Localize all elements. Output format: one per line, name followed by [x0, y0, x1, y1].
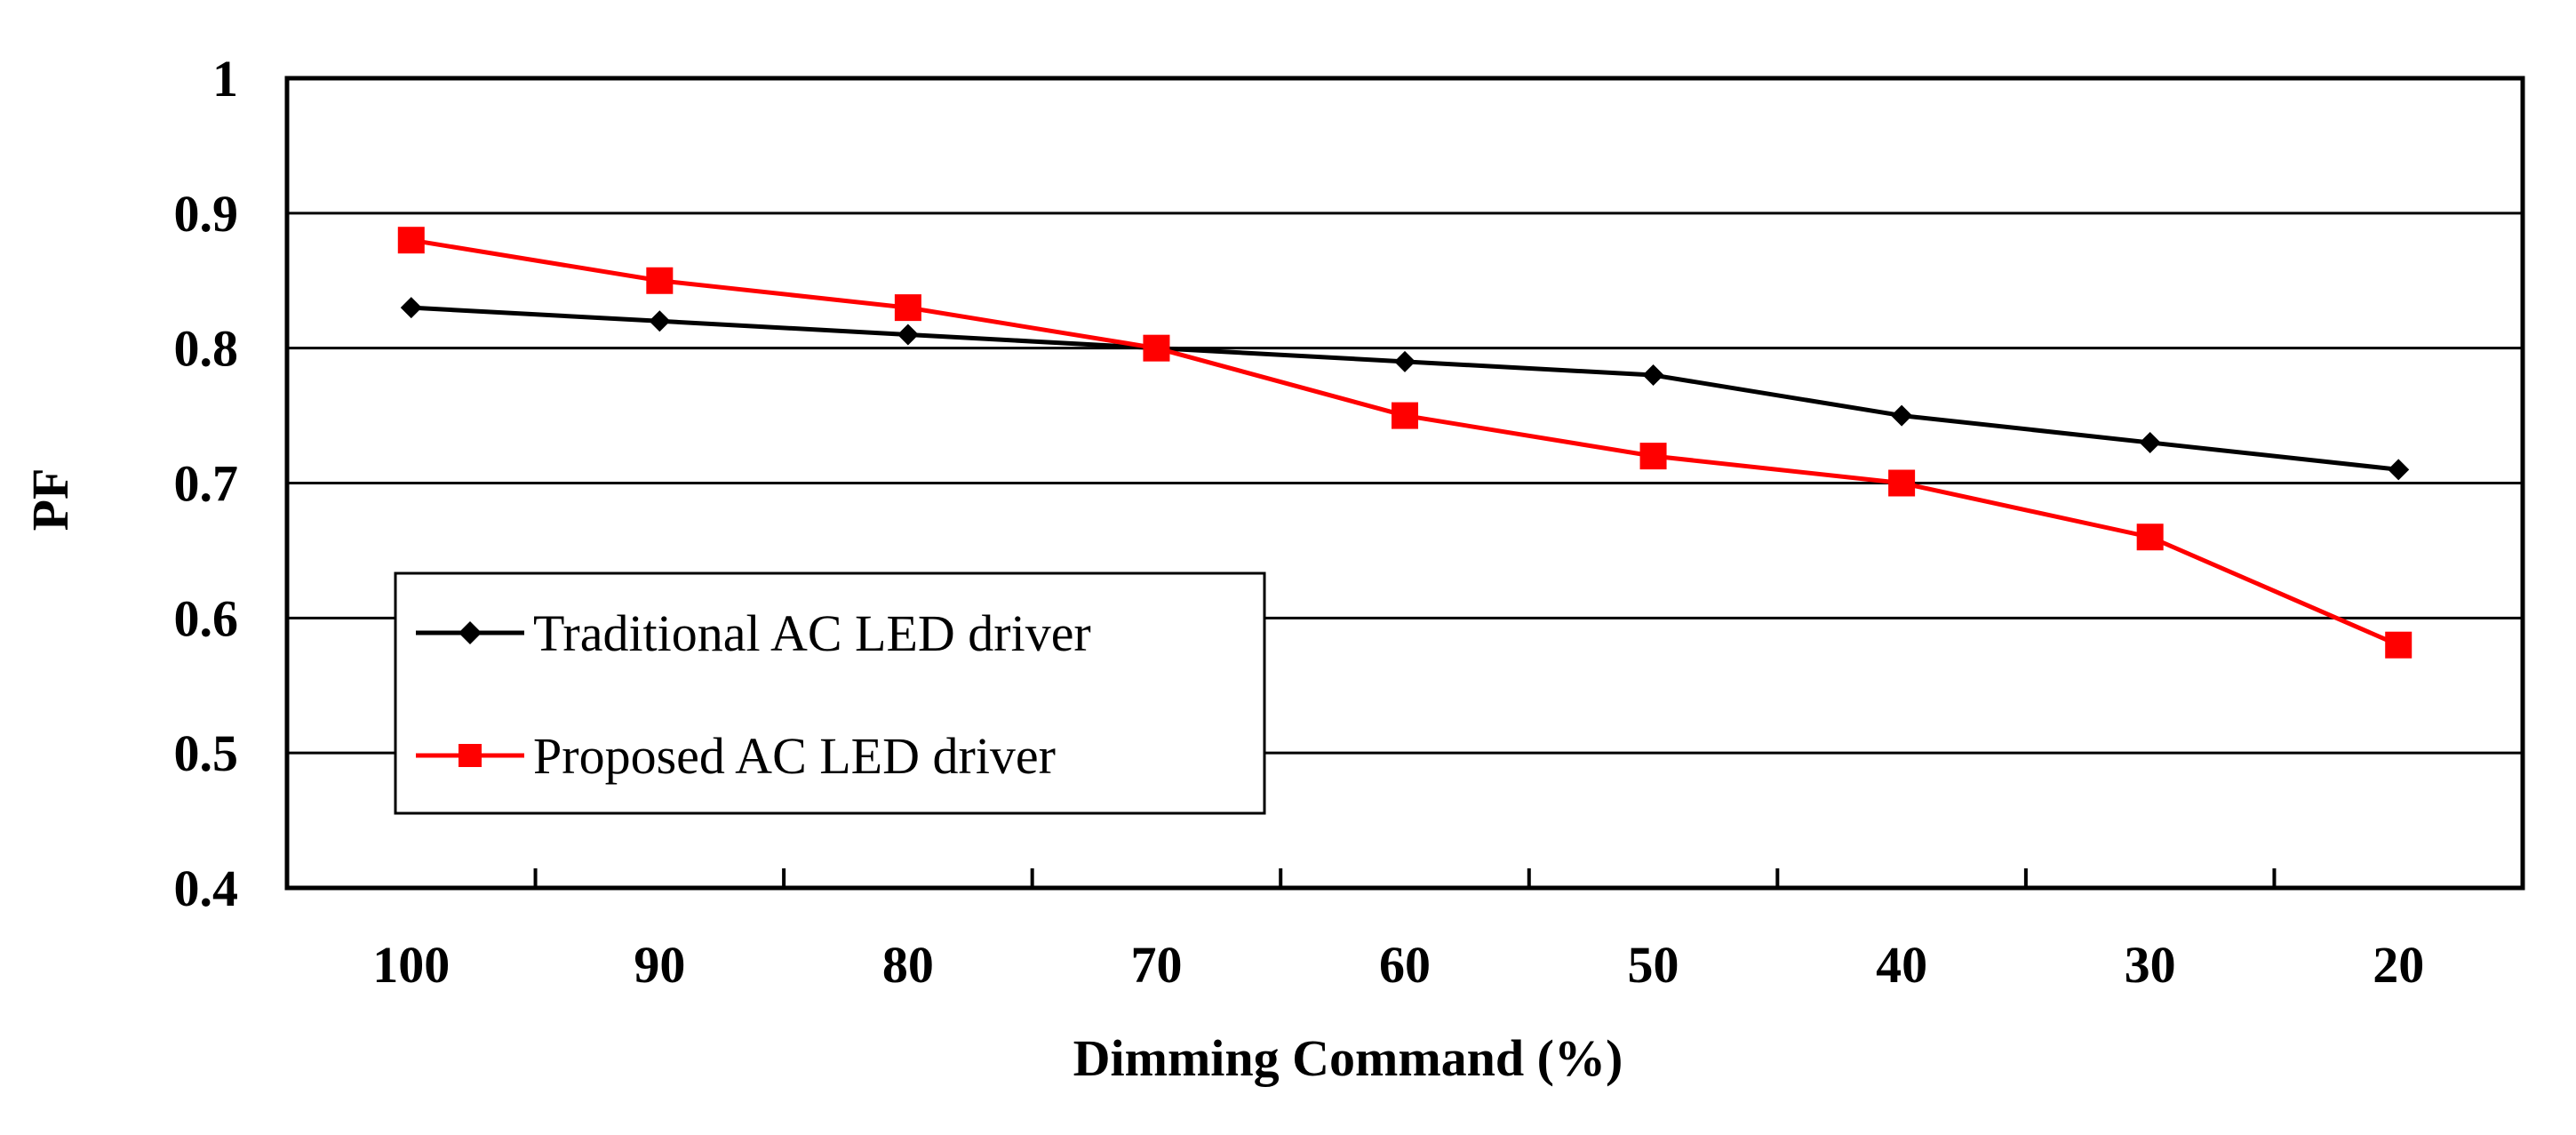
y-tick-label: 0.5	[174, 724, 239, 782]
y-axis-title: PF	[21, 468, 79, 532]
y-tick-label: 1	[212, 50, 238, 108]
legend-marker-proposed-square	[459, 744, 482, 767]
y-axis-tick-labels: 0.4 0.5 0.6 0.7 0.8 0.9 1	[174, 50, 239, 917]
x-tick-label: 70	[1130, 936, 1182, 994]
series-markers	[397, 227, 2413, 659]
plot-area-frame	[284, 76, 2525, 891]
y-tick-label: 0.4	[174, 859, 239, 917]
x-tick-label: 80	[882, 936, 934, 994]
legend-label-proposed: Proposed AC LED driver	[533, 727, 1056, 785]
data-point-traditional	[2388, 459, 2410, 481]
data-point-traditional	[1394, 350, 1416, 372]
x-tick-label: 60	[1379, 936, 1431, 994]
legend-box	[394, 571, 1266, 815]
data-point-proposed	[2385, 631, 2413, 659]
y-tick-label: 0.9	[174, 185, 239, 243]
data-point-traditional	[1642, 364, 1664, 387]
y-tick-label: 0.7	[174, 455, 239, 513]
data-point-traditional	[400, 297, 422, 319]
data-point-traditional	[1891, 404, 1913, 427]
data-point-proposed	[397, 227, 425, 254]
series-line-traditional	[411, 305, 2399, 472]
x-tick-label: 30	[2125, 936, 2176, 994]
data-point-traditional	[897, 324, 919, 346]
legend: Traditional AC LED driver Proposed AC LE…	[394, 571, 1266, 815]
y-tick-label: 0.6	[174, 589, 239, 647]
data-point-traditional	[649, 310, 671, 332]
data-point-proposed	[646, 267, 674, 294]
data-point-proposed	[1888, 469, 1916, 497]
data-point-proposed	[1143, 334, 1170, 362]
x-tick-label: 90	[634, 936, 685, 994]
x-tick-label: 20	[2373, 936, 2424, 994]
x-axis-ticks	[533, 868, 2277, 888]
x-tick-label: 50	[1628, 936, 1679, 994]
data-point-proposed	[2136, 524, 2164, 551]
x-axis-title: Dimming Command (%)	[1073, 1029, 1623, 1087]
data-point-proposed	[894, 294, 921, 322]
data-point-proposed	[1392, 402, 1418, 429]
data-point-proposed	[1639, 443, 1667, 470]
y-tick-label: 0.8	[174, 320, 239, 378]
x-axis-tick-labels: 100 90 80 70 60 50 40 30 20	[372, 936, 2424, 994]
x-tick-label: 40	[1876, 936, 1927, 994]
x-tick-label: 100	[372, 936, 450, 994]
legend-label-traditional: Traditional AC LED driver	[533, 604, 1091, 662]
legend-marker-traditional-diamond	[459, 621, 482, 644]
data-point-traditional	[2139, 431, 2161, 453]
